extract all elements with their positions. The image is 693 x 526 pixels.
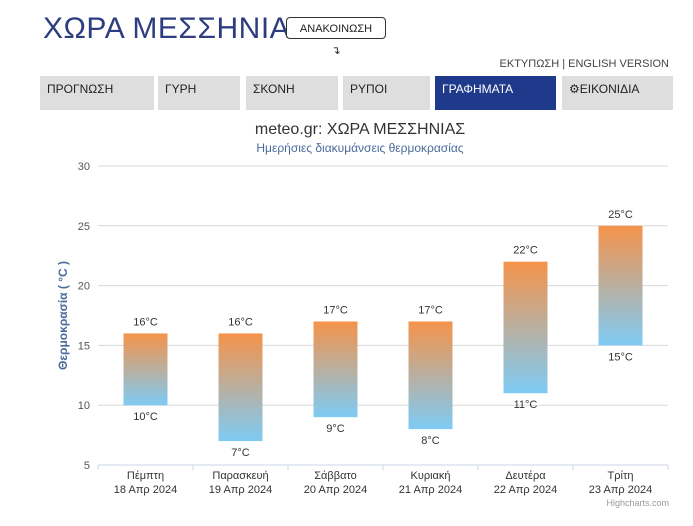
link-separator: | — [562, 58, 566, 70]
chart-subtitle: Ημερήσιες διακυμάνσεις θερμοκρασίας — [256, 141, 464, 155]
x-tick-date: 19 Απρ 2024 — [209, 484, 272, 496]
temperature-range-bar — [313, 321, 358, 418]
x-tick-date: 23 Απρ 2024 — [589, 484, 652, 496]
x-tick-day: Τρίτη — [608, 470, 634, 482]
y-tick-label: 20 — [78, 281, 90, 293]
y-tick-label: 5 — [84, 460, 90, 472]
tab-pollen[interactable]: ΓΥΡΗ — [158, 76, 240, 110]
print-link[interactable]: ΕΚΤΥΠΩΣΗ — [499, 58, 560, 70]
high-temp-label: 25°C — [608, 209, 633, 221]
english-version-link[interactable]: ENGLISH VERSION — [568, 58, 669, 70]
temperature-range-bar — [218, 333, 263, 442]
chart-title: meteo.gr: ΧΩΡΑ ΜΕΣΣΗΝΙΑΣ — [254, 121, 466, 138]
x-tick-day: Πέμπτη — [127, 470, 164, 482]
x-tick-date: 21 Απρ 2024 — [399, 484, 462, 496]
x-tick-day: Κυριακή — [410, 470, 450, 482]
highcharts-credit[interactable]: Highcharts.com — [606, 498, 669, 508]
low-temp-label: 7°C — [231, 447, 250, 459]
y-tick-label: 10 — [78, 400, 90, 412]
low-temp-label: 8°C — [421, 435, 440, 447]
tab-forecast[interactable]: ΠΡΟΓΝΩΣΗ — [40, 76, 154, 110]
low-temp-label: 15°C — [608, 351, 633, 363]
temperature-range-bar — [408, 321, 453, 430]
y-tick-label: 30 — [78, 161, 90, 173]
top-links: ΕΚΤΥΠΩΣΗ | ENGLISH VERSION — [500, 58, 669, 70]
tab-icons[interactable]: ⚙ΕΙΚΟΝΙΔΙΑ — [562, 76, 673, 110]
x-tick-date: 18 Απρ 2024 — [114, 484, 177, 496]
x-tick-date: 20 Απρ 2024 — [304, 484, 367, 496]
high-temp-label: 17°C — [323, 304, 348, 316]
tab-charts[interactable]: ΓΡΑΦΗΜΑΤΑ — [435, 76, 556, 110]
temperature-range-bar — [503, 261, 548, 394]
page-title: ΧΩΡΑ ΜΕΣΣΗΝΙΑΣ — [43, 12, 310, 45]
low-temp-label: 11°C — [514, 399, 538, 411]
x-tick-date: 22 Απρ 2024 — [494, 484, 557, 496]
nav-tabs: ΠΡΟΓΝΩΣΗ ΓΥΡΗ ΣΚΟΝΗ ΡΥΠΟΙ ΓΡΑΦΗΜΑΤΑ ⚙ΕΙΚ… — [40, 76, 673, 110]
y-tick-label: 15 — [78, 340, 90, 352]
high-temp-label: 16°C — [228, 316, 253, 328]
y-tick-label: 25 — [78, 221, 90, 233]
temperature-range-bar — [598, 225, 643, 346]
high-temp-label: 22°C — [513, 245, 538, 257]
temperature-range-bar — [123, 333, 168, 406]
high-temp-label: 17°C — [418, 304, 443, 316]
tab-pollutants[interactable]: ΡΥΠΟΙ — [343, 76, 430, 110]
x-tick-day: Δευτέρα — [505, 470, 546, 482]
low-temp-label: 9°C — [326, 423, 345, 435]
y-axis-title: Θερμοκρασία ( °C ) — [56, 261, 70, 370]
announcement-button[interactable]: ΑΝΑΚΟΙΝΩΣΗ ↴ — [286, 17, 386, 57]
low-temp-label: 10°C — [133, 411, 158, 423]
tab-dust[interactable]: ΣΚΟΝΗ — [246, 76, 338, 110]
x-tick-day: Σάββατο — [314, 470, 356, 482]
high-temp-label: 16°C — [133, 316, 158, 328]
x-tick-day: Παρασκευή — [212, 470, 268, 482]
